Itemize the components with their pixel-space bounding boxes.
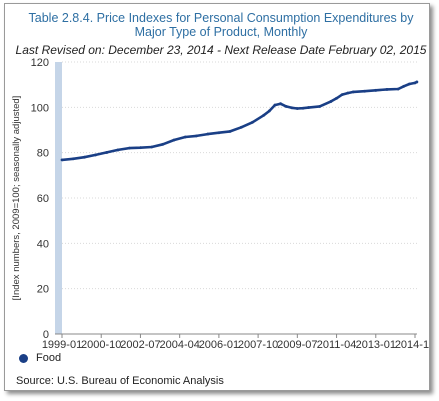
legend-label-food[interactable]: Food	[36, 352, 62, 364]
y-tick-label: 120	[31, 57, 49, 69]
data-point	[307, 106, 310, 109]
data-point	[172, 138, 176, 142]
data-point	[284, 105, 288, 108]
data-point	[295, 107, 299, 110]
x-tick-label: 2004-04	[159, 339, 199, 351]
y-tick-label: 80	[37, 148, 49, 160]
data-point	[329, 100, 333, 103]
x-tick-label: 2011-04	[317, 339, 357, 351]
data-point	[267, 109, 271, 113]
series-line-food	[61, 80, 418, 162]
y-tick-label: 40	[37, 238, 49, 250]
x-tick-label: 2007-10	[238, 339, 278, 351]
x-tick-label: 2009-07	[277, 339, 317, 351]
y-axis-label: [Index numbers, 2009=100; seasonally adj…	[11, 96, 22, 301]
data-point	[351, 90, 355, 94]
data-point	[60, 158, 64, 162]
data-point	[301, 106, 305, 110]
data-point	[105, 151, 109, 154]
legend-marker-icon	[19, 353, 28, 363]
data-point	[402, 84, 406, 88]
x-tick-label: 2013-01	[356, 339, 396, 351]
x-tick-label: 1999-01	[42, 339, 82, 351]
data-point	[279, 102, 282, 106]
data-point	[363, 89, 366, 93]
x-tick-label: 2002-07	[120, 339, 160, 351]
data-point	[318, 105, 322, 108]
data-point	[251, 120, 254, 124]
x-tick-label: 2000-10	[81, 339, 121, 351]
data-point	[139, 146, 142, 150]
data-point	[228, 129, 232, 133]
chart-title: Table 2.8.4. Price Indexes for Personal …	[28, 11, 414, 39]
data-point	[407, 82, 411, 86]
data-point	[150, 145, 154, 149]
data-point	[346, 91, 350, 95]
data-point	[374, 88, 378, 92]
data-point	[71, 157, 75, 161]
data-point	[396, 87, 400, 91]
data-point	[340, 93, 344, 97]
data-point	[273, 103, 277, 107]
data-point	[83, 155, 86, 159]
data-point	[116, 148, 120, 152]
line-chart: 0 20 40 60 80 100 120 1999-012000-102002-072004…	[11, 57, 429, 351]
data-point	[206, 132, 210, 136]
data-point	[290, 106, 294, 110]
data-point	[385, 88, 389, 91]
data-point	[183, 135, 187, 139]
data-point	[415, 80, 419, 84]
chart-subtitle: Last Revised on: December 23, 2014 - Nex…	[15, 43, 427, 57]
data-point	[94, 153, 98, 157]
data-point	[239, 125, 243, 129]
data-point	[217, 131, 221, 135]
data-point	[262, 113, 266, 117]
chart-panel: Table 2.8.4. Price Indexes for Personal …	[4, 3, 430, 391]
legend: Food	[19, 352, 61, 364]
x-tick-label: 2006-01	[199, 339, 239, 351]
data-point	[127, 146, 131, 150]
y-tick-label: 60	[37, 193, 49, 205]
data-point	[195, 134, 198, 138]
y-tick-label: 20	[37, 284, 49, 296]
y-tick-label: 100	[31, 102, 49, 114]
y-tick-label: 0	[43, 329, 49, 341]
y-axis-band	[55, 62, 62, 334]
data-point	[161, 142, 165, 146]
data-point	[335, 96, 338, 100]
x-tick-label: 2014-10	[395, 339, 429, 351]
source-note: Source: U.S. Bureau of Economic Analysis	[16, 375, 224, 387]
